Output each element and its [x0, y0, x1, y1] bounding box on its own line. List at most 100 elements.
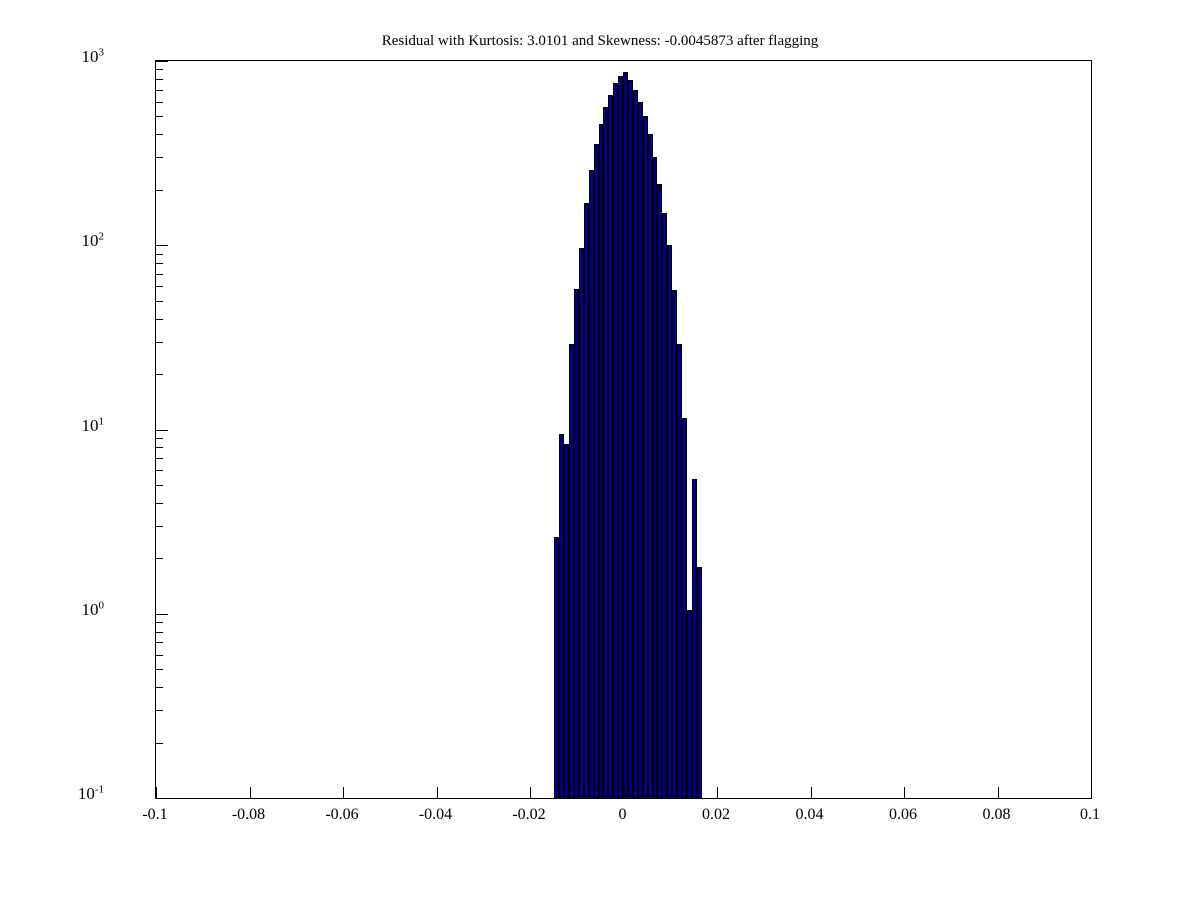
y-tick-minor	[156, 253, 163, 255]
x-tick-major	[530, 787, 531, 798]
y-tick-label-exponent: 1	[98, 414, 105, 427]
y-tick-minor	[156, 78, 163, 80]
histogram-bar	[564, 444, 570, 798]
y-tick-minor	[156, 642, 163, 644]
histogram-bar	[677, 344, 682, 798]
x-tick-label: -0.08	[231, 806, 266, 823]
y-tick-major	[156, 245, 168, 247]
histogram-bar	[632, 89, 638, 798]
y-tick-minor	[156, 101, 163, 103]
y-tick-minor	[156, 300, 163, 302]
y-tick-major	[156, 61, 168, 62]
x-tick-major	[810, 787, 812, 798]
y-tick-minor	[156, 134, 163, 136]
x-tick-label: 0	[618, 806, 627, 823]
y-tick-minor	[156, 631, 163, 633]
x-tick-major	[343, 787, 344, 798]
y-tick-minor	[156, 89, 163, 91]
y-tick-minor	[156, 447, 163, 449]
x-tick-label: -0.06	[325, 806, 359, 823]
y-tick-minor	[156, 286, 163, 288]
y-tick-minor	[156, 687, 163, 689]
plot-data-region	[156, 61, 1091, 798]
y-tick-minor	[156, 458, 163, 460]
histogram-bar	[588, 170, 594, 798]
y-tick-label-mantissa: 10	[81, 47, 99, 66]
x-tick-major	[717, 787, 718, 798]
y-tick-minor	[156, 502, 163, 504]
y-tick-label-mantissa: 10	[81, 599, 99, 619]
y-tick-minor	[156, 273, 163, 275]
y-tick-label-mantissa: 10	[77, 784, 95, 803]
x-tick-label: -0.1	[142, 806, 168, 823]
y-tick-major	[156, 798, 168, 799]
y-tick-minor	[156, 116, 163, 118]
x-tick-label: 0.06	[889, 806, 917, 823]
y-tick-label: 102	[82, 231, 105, 251]
y-tick-label: 10-1	[78, 784, 104, 804]
histogram-bar	[598, 124, 604, 798]
y-tick-label: 103	[82, 47, 105, 67]
x-tick-label: -0.02	[512, 806, 546, 823]
histogram-bar	[593, 143, 599, 798]
y-tick-minor	[156, 525, 163, 527]
histogram-bar	[613, 82, 619, 798]
histogram-bar	[667, 245, 673, 798]
histogram-bar	[618, 75, 624, 798]
plot-axes	[155, 60, 1092, 799]
y-tick-minor	[156, 710, 163, 712]
histogram-bar	[682, 418, 687, 798]
y-tick-label-exponent: -1	[94, 783, 104, 796]
y-tick-minor	[156, 484, 163, 486]
y-tick-minor	[156, 189, 163, 191]
x-tick-label: -0.04	[418, 806, 453, 823]
histogram-bar	[642, 116, 648, 798]
histogram-bar	[686, 609, 692, 798]
histogram-bar	[559, 434, 565, 798]
histogram-bar	[691, 478, 697, 798]
y-tick-label-mantissa: 10	[81, 231, 99, 251]
histogram-bar	[578, 247, 584, 798]
y-tick-minor	[156, 669, 163, 671]
y-tick-minor	[156, 742, 163, 744]
histogram-bar	[603, 107, 609, 798]
histogram-bar	[672, 290, 678, 798]
x-tick-major	[249, 787, 251, 798]
y-tick-major	[156, 429, 168, 431]
x-tick-label: 0.02	[702, 806, 730, 823]
histogram-bar	[569, 344, 574, 798]
y-tick-minor	[156, 654, 163, 656]
y-tick-minor	[156, 374, 163, 376]
histogram-bar	[608, 95, 614, 798]
x-tick-major	[904, 787, 905, 798]
y-tick-label-exponent: 3	[98, 46, 105, 59]
y-tick-minor	[156, 263, 163, 265]
y-tick-minor	[156, 558, 163, 560]
histogram-bar	[574, 288, 579, 798]
histogram-bar	[637, 101, 643, 798]
x-tick-major	[623, 787, 625, 798]
histogram-bar	[628, 79, 633, 798]
x-tick-major	[1091, 787, 1092, 798]
histogram-bar	[662, 212, 668, 798]
y-tick-label: 100	[82, 600, 105, 620]
x-tick-major	[997, 787, 999, 798]
histogram-bar	[623, 72, 628, 798]
histogram-bar	[652, 157, 658, 798]
y-tick-minor	[156, 470, 163, 472]
histogram-bar	[583, 202, 589, 798]
y-tick-label-mantissa: 10	[81, 415, 99, 435]
x-tick-label: 0.08	[982, 806, 1011, 823]
x-tick-major	[436, 787, 438, 798]
x-tick-major	[156, 787, 157, 798]
y-tick-minor	[156, 318, 163, 320]
histogram-bar	[647, 134, 653, 798]
y-tick-label-exponent: 2	[98, 230, 105, 243]
x-tick-label: 0.1	[1080, 806, 1100, 823]
y-tick-minor	[156, 341, 163, 343]
y-tick-minor	[156, 622, 163, 624]
y-tick-label: 101	[81, 414, 105, 436]
histogram-bar	[696, 566, 702, 798]
x-tick-label: 0.04	[795, 806, 824, 823]
